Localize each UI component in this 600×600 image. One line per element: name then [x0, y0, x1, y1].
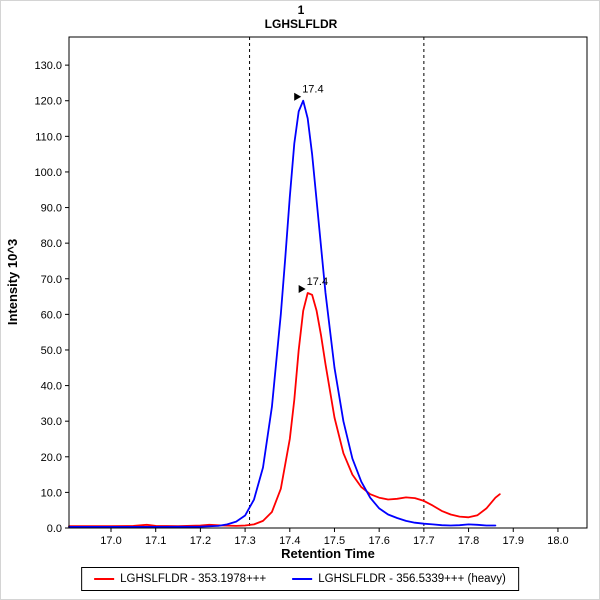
chromatogram-plot[interactable]: 1 LGHSLFLDR 17.0 17.1 17.2 17.3 17.4 17.5 17.6… — [1, 1, 600, 563]
series-line-0 — [68, 292, 501, 528]
y-tick-label: 110.0 — [35, 131, 62, 143]
x-tick-label: 17.6 — [368, 535, 389, 547]
y-tick-label: 100.0 — [34, 167, 62, 179]
y-tick-label: 10.0 — [41, 487, 62, 499]
legend-item-heavy: LGHSLFLDR - 356.5339+++ (heavy) — [292, 573, 506, 585]
chart-title-peptide: LGHSLFLDR — [265, 17, 338, 31]
y-tick-label: 40.0 — [41, 381, 62, 393]
peak-rt-annotation[interactable]: 17.4 — [307, 276, 328, 288]
legend-line-swatch-blue — [292, 578, 313, 580]
peak-apex-marker — [294, 92, 302, 101]
legend-label-light: LGHSLFLDR - 353.1978+++ — [120, 573, 267, 585]
series-line-1 — [68, 99, 497, 528]
x-tick-label: 17.0 — [100, 535, 121, 547]
y-tick-label: 50.0 — [41, 345, 62, 357]
y-axis-label: Intensity 10^3 — [5, 239, 20, 325]
y-tick-label: 90.0 — [41, 203, 62, 215]
legend-label-heavy: LGHSLFLDR - 356.5339+++ (heavy) — [318, 573, 506, 585]
x-tick-label: 17.3 — [234, 535, 255, 547]
plot-content: 17.0 17.1 17.2 17.3 17.4 17.5 17.6 17.7 17.8 17.9… — [34, 37, 569, 547]
x-tick-label: 17.5 — [324, 535, 345, 547]
x-axis-label: Retention Time — [281, 546, 375, 561]
x-tick-label: 18.0 — [547, 535, 568, 547]
y-tick-label: 60.0 — [41, 309, 62, 321]
y-tick-label: 0.0 — [47, 523, 62, 535]
y-tick-label: 80.0 — [41, 238, 62, 250]
chart-title-index: 1 — [298, 3, 305, 17]
legend-item-light: LGHSLFLDR - 353.1978+++ — [94, 573, 266, 585]
x-tick-label: 17.2 — [190, 535, 211, 547]
peak-rt-annotation[interactable]: 17.4 — [302, 84, 323, 96]
y-tick-label: 30.0 — [41, 416, 62, 428]
x-tick-label: 17.1 — [145, 535, 166, 547]
x-tick-label: 17.4 — [279, 535, 300, 547]
y-tick-label: 130.0 — [34, 60, 62, 72]
x-tick-label: 17.9 — [503, 535, 524, 547]
y-tick-label: 120.0 — [34, 96, 62, 108]
y-tick-label: 20.0 — [41, 452, 62, 464]
peak-apex-marker — [298, 285, 306, 294]
x-tick-label: 17.7 — [413, 535, 434, 547]
legend: LGHSLFLDR - 353.1978+++ LGHSLFLDR - 356.… — [81, 567, 519, 591]
plot-border — [68, 36, 588, 529]
x-tick-label: 17.8 — [458, 535, 479, 547]
legend-line-swatch-red — [94, 578, 115, 580]
y-tick-label: 70.0 — [41, 274, 62, 286]
